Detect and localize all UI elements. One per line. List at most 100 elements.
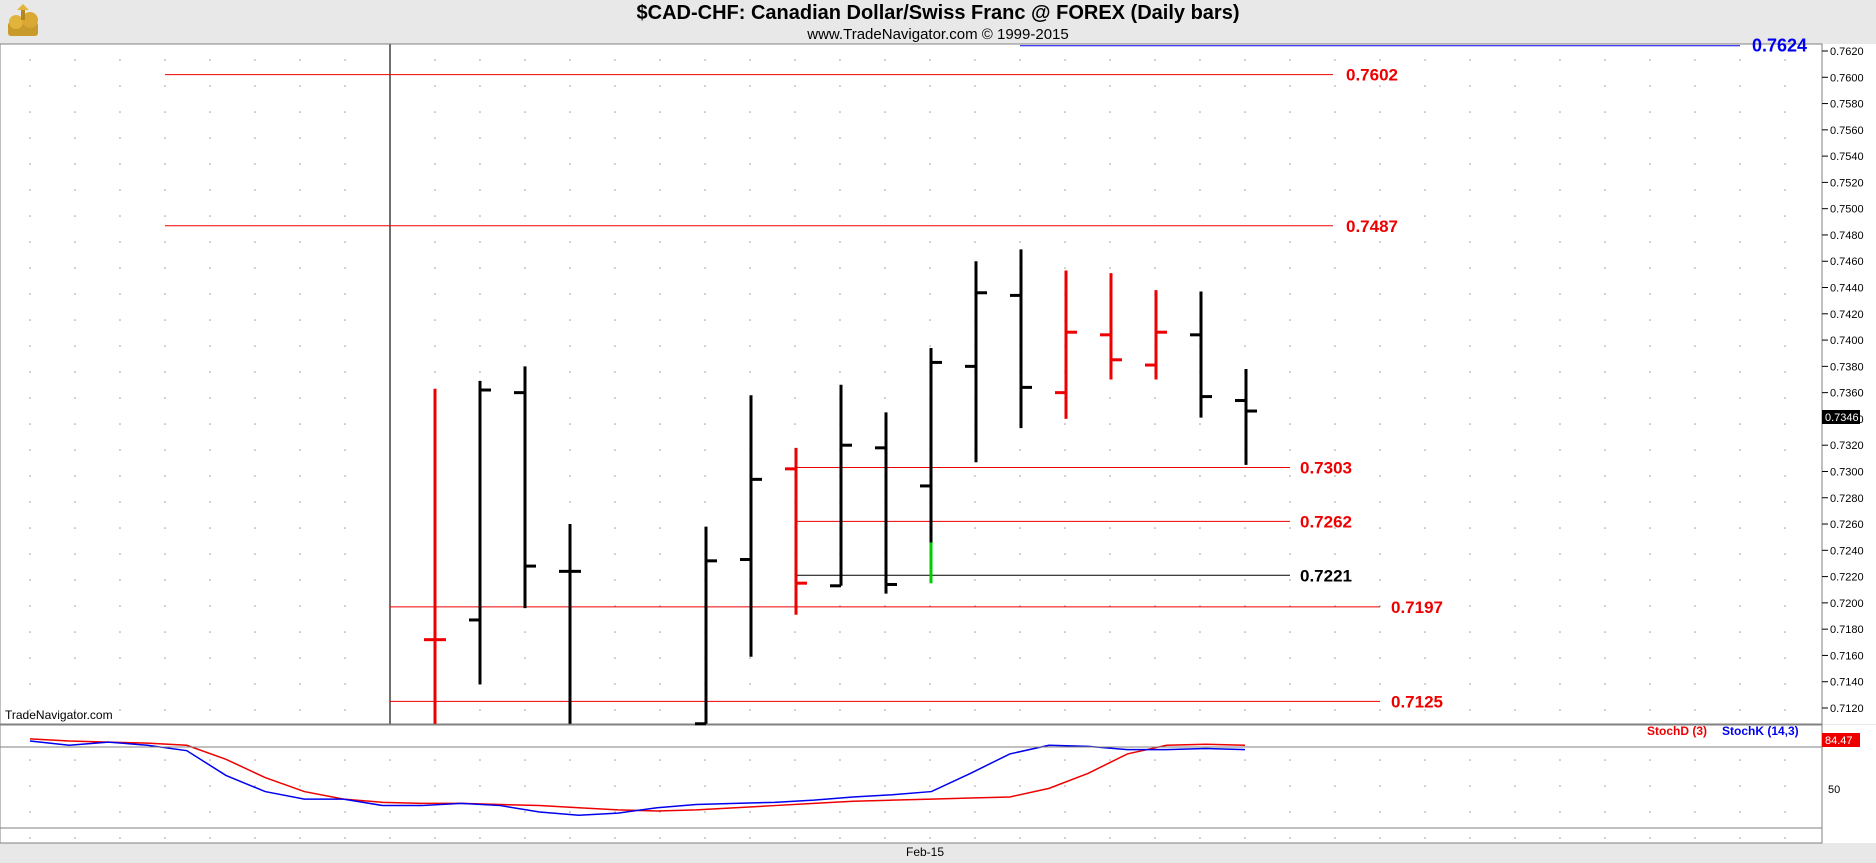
grid-dot: [1019, 241, 1021, 243]
grid-dot: [254, 319, 256, 321]
grid-dot: [1289, 657, 1291, 659]
level-label: 0.7262: [1300, 512, 1352, 531]
grid-dot: [929, 267, 931, 269]
grid-dot: [614, 163, 616, 165]
grid-dot: [659, 553, 661, 555]
grid-dot: [1244, 319, 1246, 321]
grid-dot: [659, 501, 661, 503]
grid-dot: [1064, 59, 1066, 61]
grid-dot: [1784, 683, 1786, 685]
grid-dot: [794, 709, 796, 711]
grid-dot: [1289, 811, 1291, 813]
grid-dot: [1649, 85, 1651, 87]
grid-dot: [614, 319, 616, 321]
grid-dot: [524, 59, 526, 61]
grid-dot: [1154, 241, 1156, 243]
grid-dot: [479, 111, 481, 113]
grid-dot: [1334, 111, 1336, 113]
grid-dot: [1424, 501, 1426, 503]
grid-dot: [1649, 423, 1651, 425]
grid-dot: [1784, 423, 1786, 425]
grid-dot: [1514, 345, 1516, 347]
grid-dot: [1604, 449, 1606, 451]
grid-dot: [1244, 657, 1246, 659]
grid-dot: [1244, 709, 1246, 711]
grid-dot: [74, 293, 76, 295]
grid-dot: [1064, 657, 1066, 659]
grid-dot: [1604, 709, 1606, 711]
grid-dot: [299, 501, 301, 503]
price-tick-label: 0.7560: [1830, 125, 1864, 137]
grid-dot: [749, 59, 751, 61]
grid-dot: [344, 345, 346, 347]
grid-dot: [839, 657, 841, 659]
grid-dot: [614, 579, 616, 581]
grid-dot: [1604, 59, 1606, 61]
grid-dot: [1289, 241, 1291, 243]
grid-dot: [1289, 189, 1291, 191]
grid-dot: [614, 85, 616, 87]
grid-dot: [1154, 189, 1156, 191]
grid-dot: [344, 683, 346, 685]
grid-dot: [1649, 371, 1651, 373]
price-tick-label: 0.7540: [1830, 151, 1864, 163]
grid-dot: [1694, 111, 1696, 113]
grid-dot: [1199, 811, 1201, 813]
grid-dot: [1559, 137, 1561, 139]
grid-dot: [1154, 709, 1156, 711]
grid-dot: [1019, 59, 1021, 61]
grid-dot: [659, 111, 661, 113]
grid-dot: [929, 85, 931, 87]
ohlc-bar: [1190, 291, 1212, 418]
grid-dot: [119, 267, 121, 269]
grid-dot: [794, 189, 796, 191]
grid-dot: [344, 423, 346, 425]
grid-dot: [929, 811, 931, 813]
grid-dot: [29, 657, 31, 659]
grid-dot: [1109, 785, 1111, 787]
grid-dot: [1334, 163, 1336, 165]
grid-dot: [299, 137, 301, 139]
grid-dot: [974, 59, 976, 61]
grid-dot: [1604, 501, 1606, 503]
level-label: 0.7125: [1391, 692, 1443, 711]
grid-dot: [749, 759, 751, 761]
grid-dot: [1649, 709, 1651, 711]
grid-dot: [1694, 397, 1696, 399]
grid-dot: [1559, 319, 1561, 321]
grid-dot: [119, 397, 121, 399]
grid-dot: [1424, 709, 1426, 711]
grid-dot: [1604, 345, 1606, 347]
ohlc-bar: [785, 447, 807, 615]
grid-dot: [659, 85, 661, 87]
grid-dot: [704, 423, 706, 425]
grid-dot: [569, 85, 571, 87]
grid-dot: [164, 759, 166, 761]
grid-dot: [1604, 811, 1606, 813]
grid-dot: [209, 319, 211, 321]
grid-dot: [344, 241, 346, 243]
grid-dot: [974, 759, 976, 761]
grid-dot: [1469, 137, 1471, 139]
grid-dot: [569, 319, 571, 321]
grid-dot: [164, 345, 166, 347]
grid-dot: [884, 111, 886, 113]
grid-dot: [29, 785, 31, 787]
grid-dot: [1289, 837, 1291, 839]
grid-dot: [1064, 449, 1066, 451]
grid-dot: [839, 631, 841, 633]
grid-dot: [704, 785, 706, 787]
grid-dot: [1514, 111, 1516, 113]
grid-dot: [164, 189, 166, 191]
grid-dot: [1019, 837, 1021, 839]
grid-dot: [1289, 215, 1291, 217]
grid-dot: [1559, 267, 1561, 269]
grid-dot: [1604, 837, 1606, 839]
price-tick-label: 0.7480: [1830, 230, 1864, 242]
grid-dot: [344, 85, 346, 87]
grid-dot: [1289, 527, 1291, 529]
grid-dot: [29, 683, 31, 685]
grid-dot: [1649, 475, 1651, 477]
grid-dot: [1784, 319, 1786, 321]
grid-dot: [794, 137, 796, 139]
